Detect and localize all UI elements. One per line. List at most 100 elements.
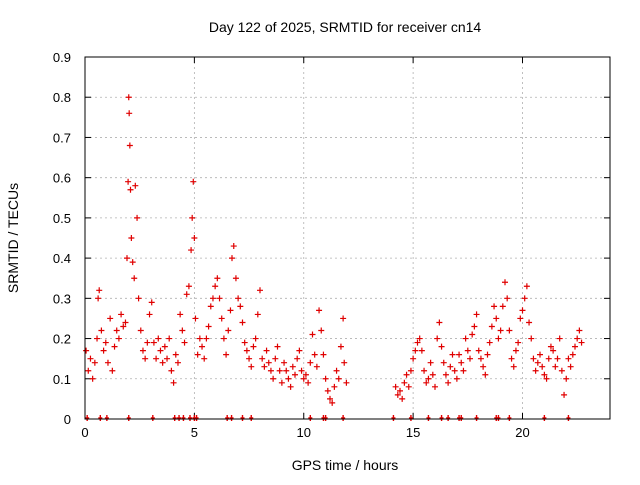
data-point <box>126 142 133 149</box>
data-point <box>512 347 519 354</box>
data-point <box>227 307 234 314</box>
data-point <box>451 367 458 374</box>
data-points <box>83 94 585 421</box>
data-point <box>126 110 133 117</box>
data-point <box>329 399 336 406</box>
data-point <box>289 363 296 370</box>
data-point <box>515 339 522 346</box>
data-point <box>552 363 559 370</box>
y-tick-label: 0.9 <box>53 50 71 65</box>
data-point <box>473 311 480 318</box>
data-point <box>267 367 274 374</box>
data-point <box>265 359 272 366</box>
data-point <box>220 335 227 342</box>
data-point <box>132 182 139 189</box>
data-point <box>554 355 561 362</box>
data-point <box>292 371 298 378</box>
data-point <box>185 283 192 290</box>
data-point <box>414 339 421 346</box>
data-point <box>550 347 557 354</box>
data-point <box>225 327 232 334</box>
data-point <box>563 375 570 382</box>
data-point <box>410 355 417 362</box>
data-point <box>499 303 506 310</box>
data-point <box>272 355 279 362</box>
data-point <box>183 291 190 298</box>
zero-value-marker <box>542 415 547 421</box>
data-point <box>287 383 294 390</box>
x-tick-label: 0 <box>81 425 88 440</box>
data-point <box>305 379 312 386</box>
data-point <box>94 335 101 342</box>
data-point <box>102 339 109 346</box>
x-tick-label: 20 <box>515 425 529 440</box>
data-point <box>480 363 487 370</box>
y-tick-labels: 0 0.1 0.2 0.3 0.4 0.5 0.6 0.7 0.8 0.9 <box>53 50 71 427</box>
data-point <box>263 347 270 354</box>
data-point <box>294 355 301 362</box>
data-point <box>464 347 471 354</box>
data-point <box>558 367 565 374</box>
data-point <box>285 375 292 382</box>
data-point <box>445 379 452 386</box>
data-point <box>539 363 546 370</box>
data-point <box>331 383 338 390</box>
data-point <box>486 339 493 346</box>
data-point <box>530 355 537 362</box>
data-point <box>241 339 248 346</box>
data-point <box>572 343 578 350</box>
zero-value-marker <box>408 415 413 421</box>
data-point <box>146 311 153 318</box>
zero-value-marker <box>225 415 230 421</box>
zero-value-marker <box>194 415 199 421</box>
data-point <box>159 359 166 366</box>
data-point <box>467 355 473 362</box>
data-point <box>458 359 465 366</box>
data-point <box>100 347 107 354</box>
data-point <box>283 367 290 374</box>
data-point <box>134 214 141 221</box>
y-tick-label: 0.5 <box>53 211 71 226</box>
data-point <box>307 359 314 366</box>
zero-value-marker <box>98 415 103 421</box>
data-point <box>394 391 401 398</box>
data-point <box>534 359 541 366</box>
data-point <box>471 323 478 330</box>
data-point <box>161 343 168 350</box>
data-point <box>412 347 419 354</box>
data-point <box>207 303 214 310</box>
data-point <box>418 347 425 354</box>
data-point <box>488 323 495 330</box>
data-point <box>118 311 125 318</box>
data-point <box>469 331 476 338</box>
data-point <box>196 335 203 342</box>
data-point <box>462 335 469 342</box>
data-point <box>230 243 237 250</box>
zero-value-marker <box>446 415 451 421</box>
data-point <box>87 355 94 362</box>
data-point <box>229 255 235 262</box>
zero-value-marker <box>85 415 90 421</box>
data-point <box>148 299 155 306</box>
zero-value-marker <box>308 415 313 421</box>
data-point <box>254 311 261 318</box>
data-point <box>477 355 484 362</box>
data-point <box>302 371 309 378</box>
data-point <box>460 367 467 374</box>
zero-value-marker <box>177 415 182 421</box>
y-tick-label: 0.1 <box>53 372 71 387</box>
data-point <box>131 275 138 282</box>
data-point <box>449 351 456 358</box>
data-point <box>436 319 443 326</box>
data-point <box>502 279 508 286</box>
data-point <box>340 315 347 322</box>
data-point <box>170 379 177 386</box>
data-point <box>561 391 568 398</box>
data-point <box>574 335 581 342</box>
data-point <box>246 355 253 362</box>
data-point <box>447 363 454 370</box>
data-point <box>212 283 219 290</box>
data-point <box>155 335 162 342</box>
